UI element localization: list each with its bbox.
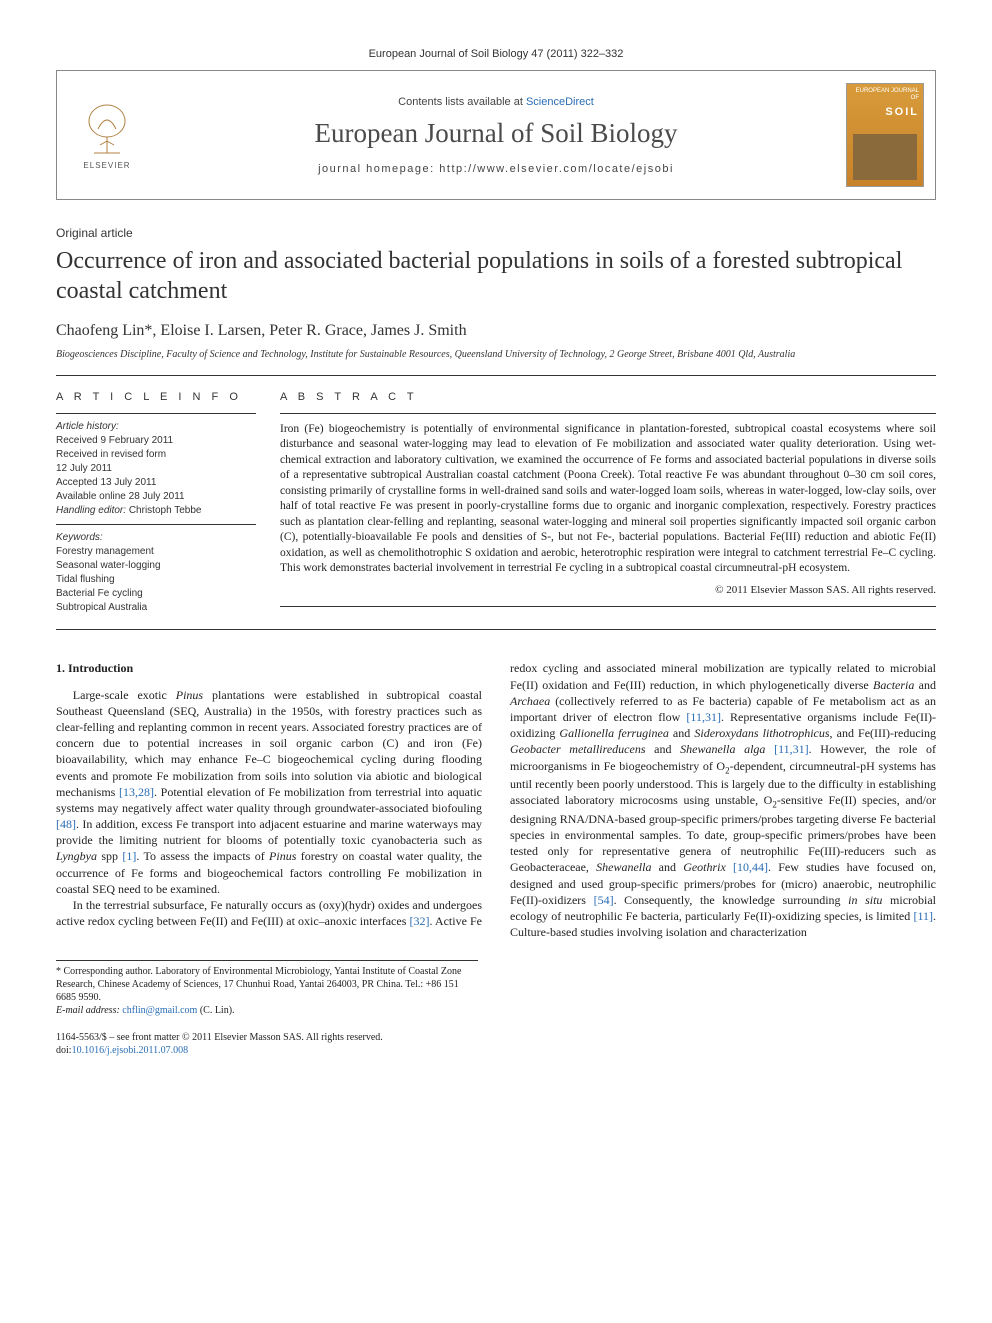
author-email-link[interactable]: chflin@gmail.com xyxy=(122,1005,197,1016)
abstract-column: A B S T R A C T Iron (Fe) biogeochemistr… xyxy=(280,390,936,615)
publisher-name: ELSEVIER xyxy=(83,161,130,170)
editor-label: Handling editor: xyxy=(56,505,129,516)
journal-title: European Journal of Soil Biology xyxy=(167,118,825,149)
article-info-column: A R T I C L E I N F O Article history: R… xyxy=(56,390,256,615)
cover-thumb-cell: EUROPEAN JOURNAL OF SOIL xyxy=(835,71,935,199)
ref-link[interactable]: [54] xyxy=(594,893,614,907)
issn-copyright: 1164-5563/$ – see front matter © 2011 El… xyxy=(56,1031,478,1044)
email-label: E-mail address: xyxy=(56,1005,122,1016)
cover-label: EUROPEAN JOURNAL OF xyxy=(847,88,919,101)
abstract-text: Iron (Fe) biogeochemistry is potentially… xyxy=(280,422,936,577)
ref-link[interactable]: [11] xyxy=(913,909,933,923)
handling-editor: Handling editor: Christoph Tebbe xyxy=(56,504,256,518)
elsevier-logo: ELSEVIER xyxy=(72,95,142,175)
authors-line: Chaofeng Lin*, Eloise I. Larsen, Peter R… xyxy=(56,322,936,340)
keyword-2: Seasonal water-logging xyxy=(56,559,256,573)
paragraph-1: Large-scale exotic Pinus plantations wer… xyxy=(56,687,482,897)
abstract-copyright: © 2011 Elsevier Masson SAS. All rights r… xyxy=(280,583,936,598)
keyword-5: Subtropical Australia xyxy=(56,601,256,615)
journal-cover-thumbnail: EUROPEAN JOURNAL OF SOIL xyxy=(846,83,924,187)
keywords-label: Keywords: xyxy=(56,531,256,545)
journal-homepage: journal homepage: http://www.elsevier.co… xyxy=(167,163,825,175)
doi-link[interactable]: 10.1016/j.ejsobi.2011.07.008 xyxy=(72,1045,189,1056)
elsevier-tree-icon xyxy=(80,101,134,159)
bottom-meta: 1164-5563/$ – see front matter © 2011 El… xyxy=(56,1031,478,1057)
cover-image-placeholder xyxy=(853,134,917,180)
homepage-prefix: journal homepage: xyxy=(318,163,439,175)
corresponding-author-footnote: * Corresponding author. Laboratory of En… xyxy=(56,960,478,1017)
ref-link[interactable]: [48] xyxy=(56,817,76,831)
abstract-heading: A B S T R A C T xyxy=(280,390,936,405)
divider xyxy=(56,375,936,376)
ref-link[interactable]: [11,31] xyxy=(774,742,809,756)
journal-citation: European Journal of Soil Biology 47 (201… xyxy=(56,48,936,60)
article-type: Original article xyxy=(56,226,936,240)
ref-link[interactable]: [11,31] xyxy=(686,710,721,724)
affiliation: Biogeosciences Discipline, Faculty of Sc… xyxy=(56,348,936,361)
keyword-4: Bacterial Fe cycling xyxy=(56,587,256,601)
sciencedirect-link[interactable]: ScienceDirect xyxy=(526,96,594,108)
article-title: Occurrence of iron and associated bacter… xyxy=(56,246,936,306)
ref-link[interactable]: [13,28] xyxy=(119,785,154,799)
accepted-date: Accepted 13 July 2011 xyxy=(56,476,256,490)
ref-link[interactable]: [10,44] xyxy=(733,860,768,874)
contents-prefix: Contents lists available at xyxy=(398,96,526,108)
contents-available-line: Contents lists available at ScienceDirec… xyxy=(167,96,825,108)
revised-date-line1: Received in revised form xyxy=(56,448,256,462)
article-history-label: Article history: xyxy=(56,420,256,434)
journal-header-box: ELSEVIER Contents lists available at Sci… xyxy=(56,70,936,200)
corr-text: Corresponding author. Laboratory of Envi… xyxy=(56,966,461,1003)
keyword-1: Forestry management xyxy=(56,545,256,559)
keyword-3: Tidal flushing xyxy=(56,573,256,587)
ref-link[interactable]: [32] xyxy=(409,914,429,928)
publisher-logo-cell: ELSEVIER xyxy=(57,71,157,199)
cover-soil-text: SOIL xyxy=(885,106,919,118)
revised-date-line2: 12 July 2011 xyxy=(56,462,256,476)
section-1-heading: 1. Introduction xyxy=(56,660,482,676)
ref-link[interactable]: [1] xyxy=(122,849,136,863)
doi-label: doi: xyxy=(56,1045,72,1056)
online-date: Available online 28 July 2011 xyxy=(56,490,256,504)
header-center: Contents lists available at ScienceDirec… xyxy=(157,71,835,199)
email-suffix: (C. Lin). xyxy=(197,1005,234,1016)
editor-name: Christoph Tebbe xyxy=(129,505,202,516)
article-info-heading: A R T I C L E I N F O xyxy=(56,390,256,405)
corr-star: * xyxy=(56,966,64,977)
body-two-column: 1. Introduction Large-scale exotic Pinus… xyxy=(56,660,936,940)
homepage-url[interactable]: http://www.elsevier.com/locate/ejsobi xyxy=(439,163,674,175)
received-date: Received 9 February 2011 xyxy=(56,434,256,448)
